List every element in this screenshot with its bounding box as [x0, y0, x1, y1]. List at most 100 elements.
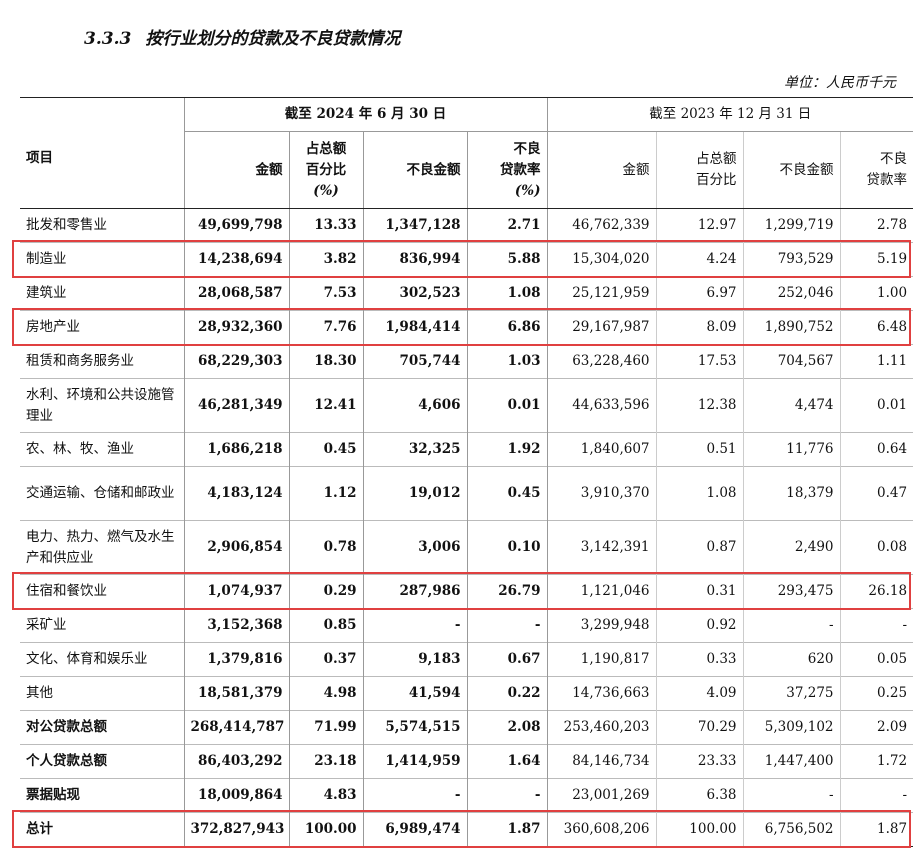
loan-industry-table: 项目 截至 2024 年 6 月 30 日 截至 2023 年 12 月 31 … — [20, 97, 914, 847]
table-row: 票据贴现 18,009,864 4.83- -23,001,269 6.38- - — [20, 778, 914, 813]
cell-p-rate: 2.09 — [839, 710, 914, 745]
row-label: 租赁和商务服务业 — [20, 344, 184, 379]
row-label: 票据贴现 — [20, 778, 184, 813]
section-title-text: 按行业划分的贷款及不良贷款情况 — [145, 29, 401, 49]
cell-c-rate: - — [466, 778, 548, 813]
header-npl-rate-current: 不良 贷款率 (%) — [466, 131, 548, 209]
cell-c-npl: - — [362, 778, 467, 813]
cell-c-pct: 71.99 — [288, 710, 363, 745]
cell-c-pct: 0.29 — [288, 574, 363, 609]
header-amount-current: 金额 — [183, 131, 289, 209]
cell-p-npl: 2,490 — [742, 520, 841, 575]
cell-p-rate: 0.47 — [839, 466, 914, 521]
row-label: 批发和零售业 — [26, 217, 107, 233]
header-period-current: 截至 2024 年 6 月 30 日 — [183, 97, 548, 132]
cell-c-rate: 0.67 — [466, 642, 548, 677]
cell-c-amt: 2,906,854 — [183, 520, 289, 575]
cell-c-pct: 18.30 — [288, 344, 363, 379]
cell-c-rate: 2.08 — [466, 710, 548, 745]
cell-p-pct: 100.00 — [655, 812, 744, 847]
row-label: 水利、环境和公共设施管理业 — [20, 378, 184, 433]
cell-p-npl: 1,447,400 — [742, 744, 841, 779]
cell-c-npl: 705,744 — [362, 344, 467, 379]
cell-p-rate: 1.11 — [839, 344, 914, 379]
cell-c-amt: 1,379,816 — [183, 642, 289, 677]
cell-c-npl: 3,006 — [362, 520, 467, 575]
cell-c-npl: 6,989,474 — [362, 812, 467, 847]
cell-p-amt: 44,633,596 — [546, 378, 657, 433]
cell-c-amt: 28,068,587 — [183, 276, 289, 311]
cell-c-npl: 1,984,414 — [362, 310, 467, 345]
header-period-prior: 截至 2023 年 12 月 31 日 — [546, 97, 914, 132]
table-row: 交通运输、仓储和邮政业 4,183,124 1.12 19,012 0.45 3,910,… — [20, 466, 914, 521]
cell-p-rate: 0.64 — [839, 432, 914, 467]
cell-p-amt: 84,146,734 — [546, 744, 657, 779]
cell-p-pct: 4.09 — [655, 676, 744, 711]
cell-p-npl: 5,309,102 — [742, 710, 841, 745]
row-label: 房地产业 — [20, 310, 184, 345]
cell-p-pct: 0.92 — [655, 608, 744, 643]
cell-c-pct: 3.82 — [288, 242, 363, 277]
header-amount-prior: 金额 — [546, 131, 657, 209]
cell-c-pct: 0.45 — [288, 432, 363, 467]
cell-c-npl: 302,523 — [362, 276, 467, 311]
cell-p-npl: 252,046 — [742, 276, 841, 311]
cell-p-rate: - — [839, 778, 914, 813]
cell-p-amt: 1,840,607 — [546, 432, 657, 467]
cell-c-amt: 86,403,292 — [183, 744, 289, 779]
cell-p-amt: 1,121,046 — [546, 574, 657, 609]
cell-p-rate: 5.19 — [839, 242, 914, 277]
cell-c-npl: 1,347,128 — [362, 208, 467, 243]
cell-c-pct: 4.98 — [288, 676, 363, 711]
header-share-current: 占总额 百分比 (%) — [288, 131, 363, 209]
table-row: 总计 372,827,943 100.00 6,989,474 1.87 360,608,… — [20, 812, 914, 847]
section-title: 3.3.3 按行业划分的贷款及不良贷款情况 — [84, 24, 400, 49]
cell-c-rate: 26.79 — [466, 574, 548, 609]
cell-p-pct: 1.08 — [655, 466, 744, 521]
cell-c-rate: 1.87 — [466, 812, 548, 847]
cell-c-npl: 19,012 — [362, 466, 467, 521]
table-row: 电力、热力、燃气及水生产和供应业 2,906,854 0.78 3,006 0.10 3,… — [20, 520, 914, 575]
cell-c-rate: 1.92 — [466, 432, 548, 467]
cell-c-pct: 1.12 — [288, 466, 363, 521]
cell-p-rate: 0.05 — [839, 642, 914, 677]
cell-p-rate: 1.87 — [839, 812, 914, 847]
cell-p-amt: 1,190,817 — [546, 642, 657, 677]
table-row: 其他 18,581,379 4.98 41,594 0.22 14,736,663 4.09… — [20, 676, 914, 711]
cell-p-npl: - — [742, 778, 841, 813]
cell-c-amt: 18,009,864 — [183, 778, 289, 813]
cell-c-rate: 1.08 — [466, 276, 548, 311]
cell-p-amt: 253,460,203 — [546, 710, 657, 745]
row-label: 文化、体育和娱乐业 — [20, 642, 184, 677]
cell-p-pct: 23.33 — [655, 744, 744, 779]
table-row: 水利、环境和公共设施管理业 46,281,349 12.41 4,606 0.01 44,… — [20, 378, 914, 433]
cell-p-amt: 360,608,206 — [546, 812, 657, 847]
cell-c-rate: 0.10 — [466, 520, 548, 575]
row-label: 个人贷款总额 — [20, 744, 184, 779]
cell-c-pct: 0.78 — [288, 520, 363, 575]
cell-c-rate: - — [466, 608, 548, 643]
cell-c-amt: 18,581,379 — [183, 676, 289, 711]
cell-p-npl: 4,474 — [742, 378, 841, 433]
cell-c-pct: 13.33 — [288, 208, 363, 243]
cell-c-amt: 268,414,787 — [183, 710, 289, 745]
cell-c-pct: 7.53 — [288, 276, 363, 311]
cell-p-npl: 793,529 — [742, 242, 841, 277]
cell-c-amt: 46,281,349 — [183, 378, 289, 433]
row-label: 采矿业 — [20, 608, 184, 643]
table-row: 农、林、牧、渔业 1,686,218 0.45 32,325 1.92 1,840,607… — [20, 432, 914, 467]
cell-p-amt: 14,736,663 — [546, 676, 657, 711]
cell-p-amt: 3,142,391 — [546, 520, 657, 575]
cell-c-pct: 0.85 — [288, 608, 363, 643]
cell-c-amt: 1,074,937 — [183, 574, 289, 609]
cell-c-npl: - — [362, 608, 467, 643]
cell-c-amt: 68,229,303 — [183, 344, 289, 379]
cell-p-pct: 6.97 — [655, 276, 744, 311]
cell-p-rate: - — [839, 608, 914, 643]
cell-c-amt: 14,238,694 — [183, 242, 289, 277]
cell-p-rate: 1.72 — [839, 744, 914, 779]
cell-p-npl: 6,756,502 — [742, 812, 841, 847]
cell-p-pct: 6.38 — [655, 778, 744, 813]
table-row: 制造业 14,238,694 3.82 836,994 5.88 15,304,020 4.… — [20, 242, 914, 277]
row-label: 其他 — [20, 676, 184, 711]
